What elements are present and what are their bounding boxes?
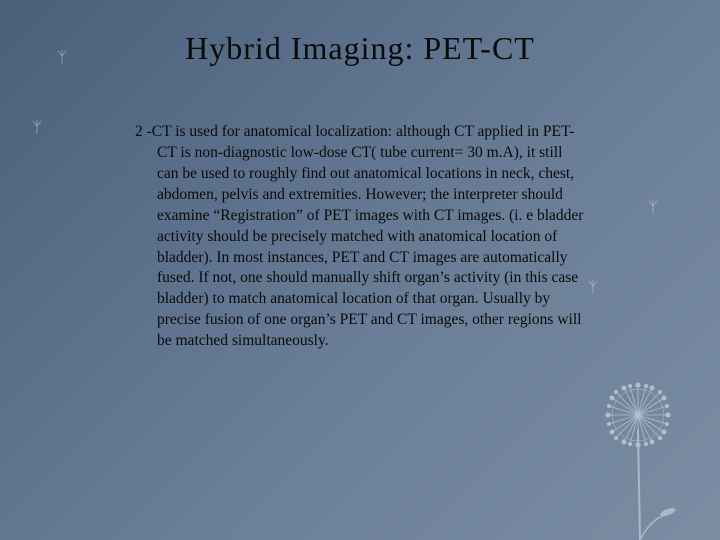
slide-title: Hybrid Imaging: PET-CT	[60, 30, 660, 67]
slide-container: Hybrid Imaging: PET-CT 2 -CT is used for…	[0, 0, 720, 540]
seed-icon	[30, 120, 44, 134]
seed-icon	[646, 200, 660, 214]
seed-icon	[55, 50, 69, 64]
slide-body-text: 2 -CT is used for anatomical localizatio…	[82, 122, 660, 352]
dandelion-decoration-icon	[570, 340, 710, 540]
seed-icon	[586, 280, 600, 294]
